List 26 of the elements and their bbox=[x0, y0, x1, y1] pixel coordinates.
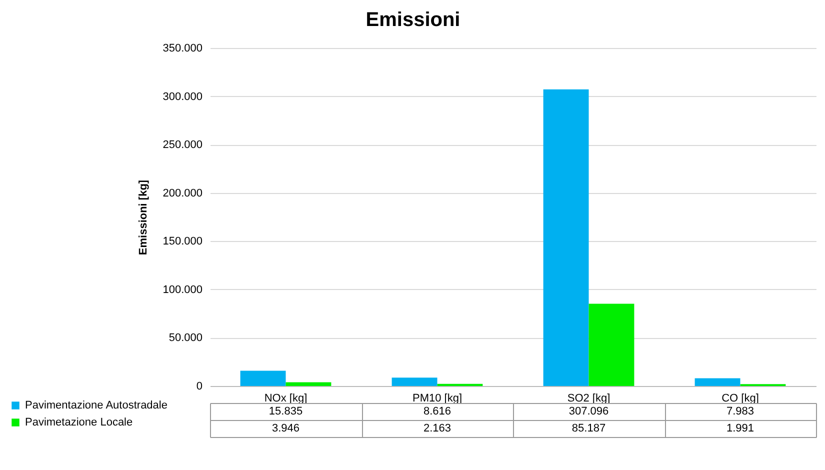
data-label: 15.835 bbox=[268, 406, 303, 418]
data-label: 2.163 bbox=[423, 422, 452, 434]
y-tick-label: 150.000 bbox=[162, 236, 202, 248]
data-label: 1.991 bbox=[726, 422, 754, 434]
bar bbox=[694, 378, 740, 386]
y-tick-label: 350.000 bbox=[162, 42, 202, 54]
bar bbox=[588, 304, 634, 386]
y-tick-label: 300.000 bbox=[162, 90, 202, 103]
bar bbox=[240, 370, 286, 386]
y-tick-label: 200.000 bbox=[162, 187, 202, 200]
y-axis-title: Emissioni [kg] bbox=[138, 180, 150, 256]
y-tick-label: 0 bbox=[196, 380, 202, 392]
legend-label: Pavimentazione Autostradale bbox=[25, 400, 168, 412]
data-label: 8.616 bbox=[423, 406, 452, 418]
legend-label: Pavimetazione Locale bbox=[25, 416, 133, 428]
bar bbox=[543, 89, 589, 386]
bar bbox=[286, 382, 332, 386]
y-tick-label: 250.000 bbox=[162, 139, 202, 152]
bar bbox=[392, 378, 438, 386]
data-label: 307.096 bbox=[568, 406, 609, 418]
data-label: 7.983 bbox=[726, 406, 754, 418]
y-tick-label: 100.000 bbox=[162, 284, 202, 296]
y-tick-label: 50.000 bbox=[168, 332, 202, 344]
data-label: 85.187 bbox=[572, 422, 606, 434]
data-label: 3.946 bbox=[272, 422, 300, 434]
chart-title: Emissioni bbox=[366, 9, 460, 31]
